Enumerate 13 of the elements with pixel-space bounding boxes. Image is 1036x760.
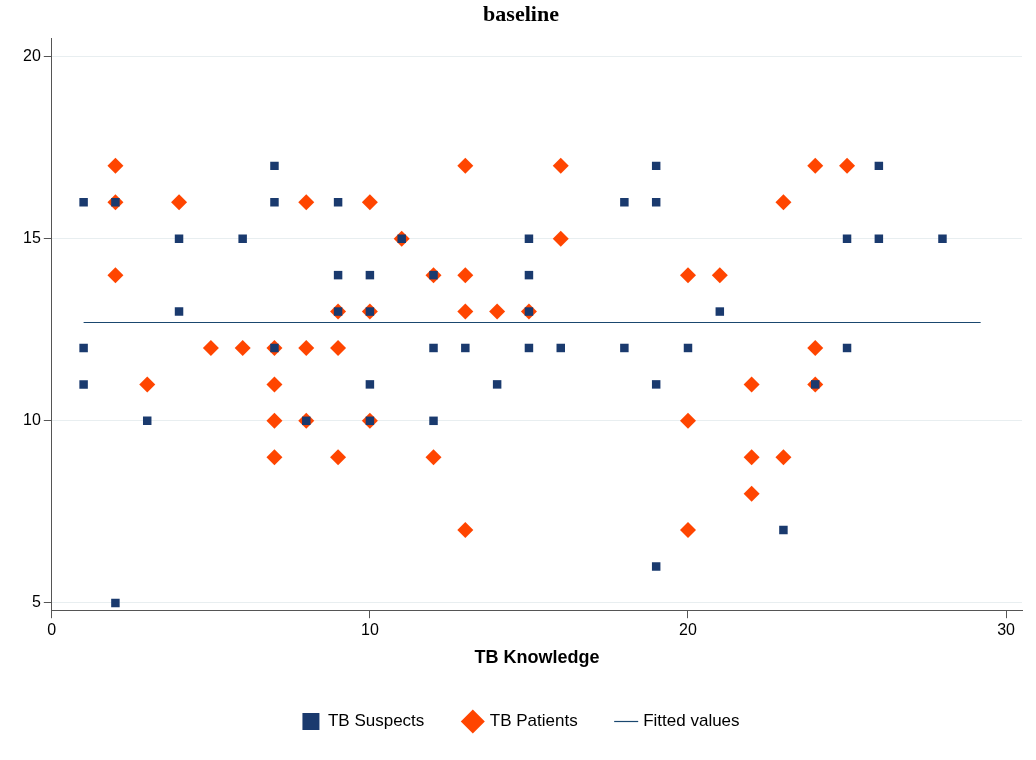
y-tick-label: 15 — [23, 229, 41, 247]
chart-title: baseline — [483, 0, 560, 26]
x-tick-label: 0 — [47, 621, 57, 639]
legend-label: TB Suspects — [327, 711, 425, 731]
legend-label: TB Patients — [489, 711, 578, 731]
x-tick-label: 30 — [997, 621, 1016, 639]
legend-label: Fitted values — [643, 711, 740, 731]
y-tick-label: 20 — [23, 47, 41, 65]
x-tick-label: 10 — [361, 621, 379, 639]
y-tick-label: 10 — [23, 411, 41, 429]
x-tick-label: 20 — [679, 621, 697, 639]
x-axis-title: TB Knowledge — [474, 647, 600, 668]
y-tick-label: 5 — [31, 593, 41, 611]
